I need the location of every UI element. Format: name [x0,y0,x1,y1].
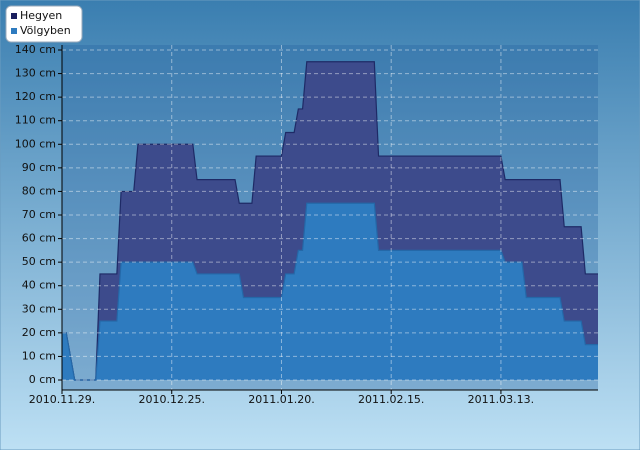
area [62,203,598,380]
legend-label: Völgyben [20,24,71,37]
x-tick-label: 2011.01.20. [248,393,314,406]
y-tick-label: 100 cm [15,137,56,150]
y-tick-label: 70 cm [22,208,56,221]
y-tick-label: 30 cm [22,302,56,315]
y-tick-label: 10 cm [22,349,56,362]
y-tick-label: 20 cm [22,326,56,339]
y-tick-label: 50 cm [22,255,56,268]
area-line [62,202,598,381]
x-tick-label: 2011.03.13. [468,393,534,406]
y-tick-label: 0 cm [29,373,56,386]
x-tick-label: 2010.11.29. [29,393,95,406]
y-tick-label: 60 cm [22,232,56,245]
y-tick-label: 90 cm [22,161,56,174]
y-tick-label: 110 cm [15,114,56,127]
y-tick-label: 140 cm [15,43,56,56]
y-tick-label: 40 cm [22,279,56,292]
legend-marker [11,13,17,19]
y-tick-label: 120 cm [15,90,56,103]
x-tick-label: 2010.12.25. [138,393,204,406]
area-line [62,61,598,381]
x-tick-label: 2011.02.15. [358,393,424,406]
y-tick-label: 80 cm [22,184,56,197]
y-tick-label: 130 cm [15,67,56,80]
legend-box [5,5,83,43]
legend-label: Hegyen [20,9,62,22]
legend-marker [11,28,17,34]
